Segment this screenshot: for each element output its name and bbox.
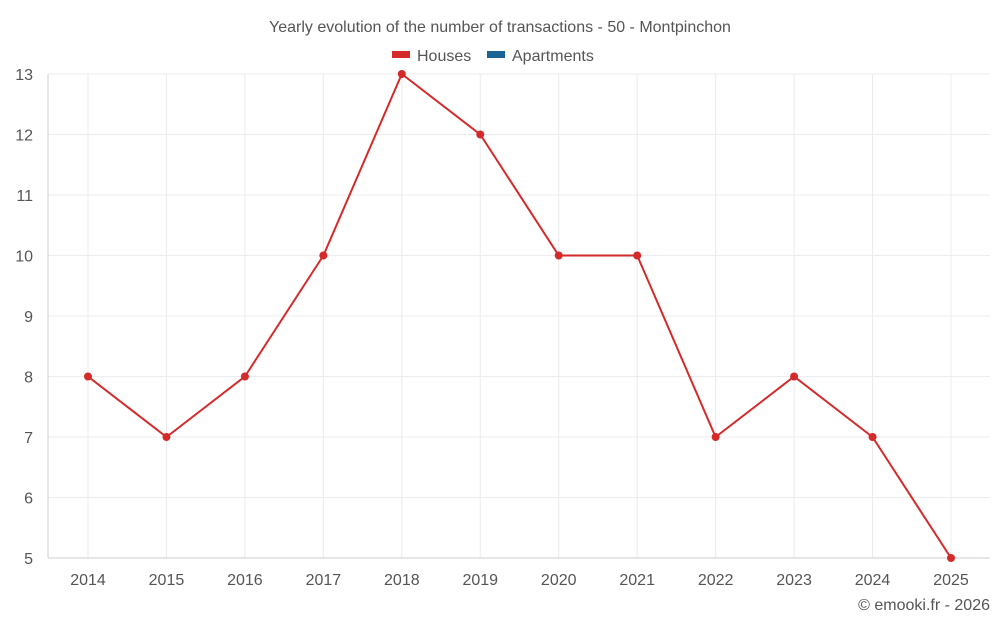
- chart-title: Yearly evolution of the number of transa…: [269, 19, 731, 36]
- x-tick-label: 2015: [149, 572, 185, 589]
- y-tick-label: 10: [15, 249, 33, 266]
- data-point-houses[interactable]: [711, 433, 720, 441]
- legend-label-apartments: Apartments: [512, 48, 594, 65]
- data-point-houses[interactable]: [319, 251, 328, 260]
- data-point-houses[interactable]: [162, 433, 171, 441]
- series-houses: [84, 70, 955, 562]
- data-point-houses[interactable]: [397, 70, 406, 78]
- x-axis-ticks: 2014 2015 2016 2017 2018 2019 2020 2021 2022 2023…: [70, 572, 969, 589]
- data-point-houses[interactable]: [633, 251, 642, 260]
- x-tick-label: 2025: [933, 572, 969, 589]
- data-point-houses[interactable]: [240, 372, 249, 381]
- y-tick-label: 7: [24, 430, 33, 447]
- credit-text: © emooki.fr - 2026: [858, 597, 990, 614]
- x-tick-label: 2014: [70, 572, 106, 589]
- legend-label-houses: Houses: [417, 48, 471, 65]
- y-tick-label: 8: [24, 370, 33, 387]
- y-tick-label: 12: [15, 128, 33, 145]
- x-tick-label: 2018: [384, 572, 420, 589]
- x-tick-label: 2023: [776, 572, 812, 589]
- legend-item-houses[interactable]: Houses: [392, 48, 471, 65]
- data-point-houses[interactable]: [84, 372, 92, 381]
- data-point-houses[interactable]: [554, 251, 563, 260]
- legend-item-apartments[interactable]: Apartments: [487, 48, 594, 65]
- x-tick-label: 2016: [227, 572, 263, 589]
- y-tick-label: 13: [15, 67, 33, 84]
- legend: Houses Apartments: [392, 48, 594, 65]
- x-tick-label: 2024: [855, 572, 891, 589]
- x-tick-label: 2021: [619, 572, 655, 589]
- y-tick-label: 6: [24, 491, 33, 508]
- x-tick-label: 2017: [306, 572, 342, 589]
- legend-swatch-houses: [392, 51, 410, 58]
- y-tick-label: 5: [24, 551, 33, 568]
- data-point-houses[interactable]: [790, 372, 799, 381]
- x-tick-label: 2019: [462, 572, 498, 589]
- y-axis-ticks: 5 6 7 8 9 10 11 12 13: [15, 67, 33, 568]
- x-gridlines: [87, 74, 952, 558]
- y-tick-label: 9: [24, 309, 33, 326]
- data-point-houses[interactable]: [947, 554, 955, 562]
- legend-swatch-apartments: [487, 51, 505, 58]
- x-tick-label: 2022: [698, 572, 734, 589]
- y-gridlines: [48, 73, 990, 498]
- x-tick-label: 2020: [541, 572, 577, 589]
- data-point-houses[interactable]: [868, 433, 877, 441]
- y-tick-label: 11: [16, 188, 33, 205]
- series-line-houses: [87, 73, 952, 559]
- data-point-houses[interactable]: [476, 130, 485, 139]
